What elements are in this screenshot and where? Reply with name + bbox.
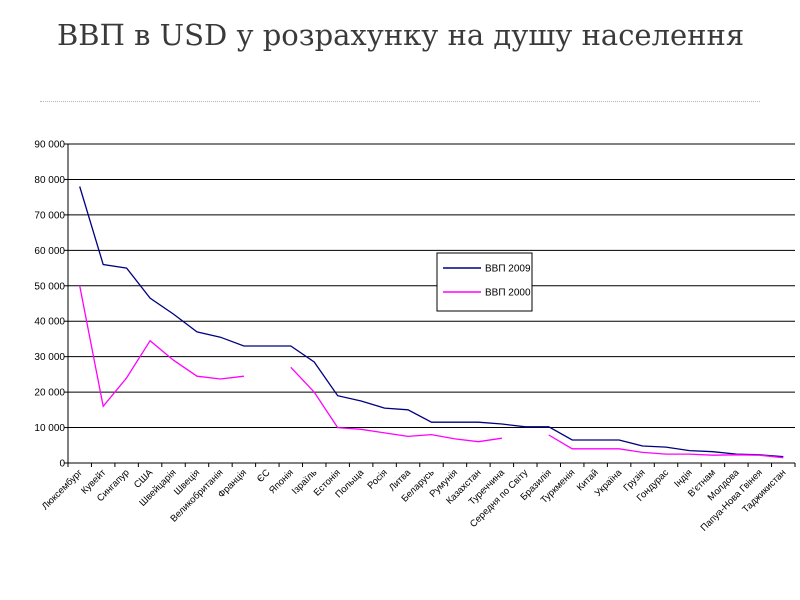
y-tick-label: 50 000 — [34, 281, 65, 292]
legend-label: ВВП 2000 — [485, 288, 531, 299]
y-tick-label: 90 000 — [34, 140, 65, 151]
series-line-1 — [79, 186, 784, 458]
y-tick-label: 20 000 — [34, 388, 65, 399]
slide-title: ВВП в USD у розрахунку на душу населення — [57, 18, 745, 52]
y-tick-label: 80 000 — [34, 175, 65, 186]
series-line-2 — [290, 366, 502, 443]
chart-series-lines — [79, 186, 784, 459]
chart-legend: ВВП 2009 ВВП 2000 — [436, 252, 533, 312]
y-tick-label: 60 000 — [34, 246, 65, 257]
x-tick-label: ЄС — [255, 467, 273, 485]
y-tick-label: 0 — [59, 459, 65, 470]
y-tick-label: 70 000 — [34, 210, 65, 221]
y-tick-label: 10 000 — [34, 423, 65, 434]
y-tick-label: 30 000 — [34, 352, 65, 363]
title-divider — [40, 101, 760, 102]
legend-label: ВВП 2009 — [485, 264, 531, 275]
chart-axes — [64, 143, 796, 467]
series-line-2 — [79, 285, 244, 408]
legend-box — [436, 252, 533, 312]
x-tick-label: Люксембург — [40, 467, 85, 512]
y-axis-tick-labels: 0 10 000 20 000 30 000 40 000 50 000 60 000 70 … — [34, 140, 65, 470]
series-line-2 — [548, 434, 784, 459]
x-tick-label: Росія — [366, 467, 390, 491]
chart-gridlines — [68, 143, 795, 429]
x-tick-label: Україна — [593, 467, 625, 499]
y-tick-label: 40 000 — [34, 317, 65, 328]
